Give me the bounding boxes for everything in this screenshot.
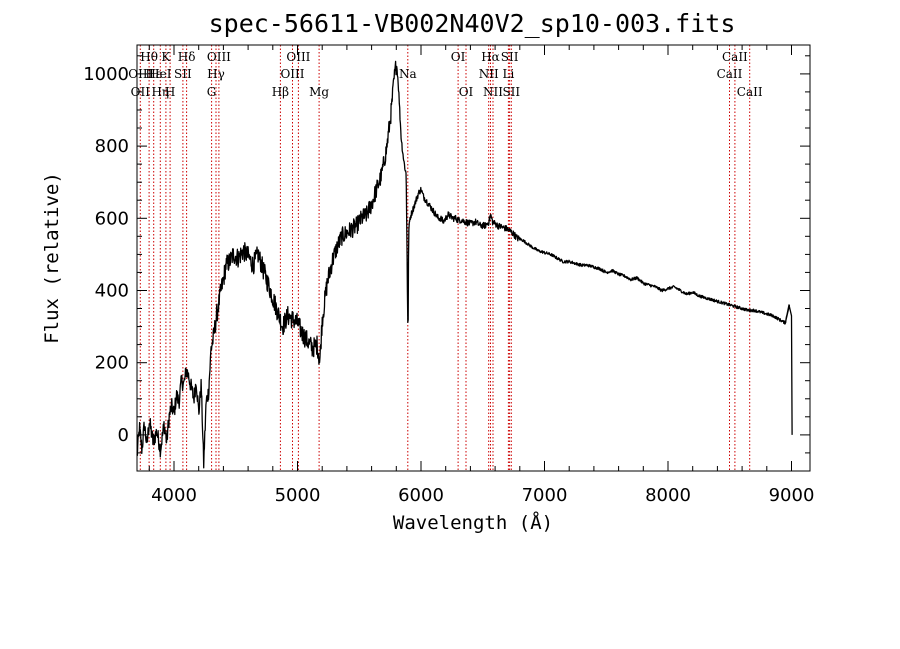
plot-frame	[136, 44, 811, 472]
x-tick-label: 8000	[645, 485, 691, 506]
y-tick-label: 800	[95, 136, 129, 157]
line-label: CaII	[717, 67, 743, 81]
x-tick-label: 4000	[151, 485, 197, 506]
chart-title: spec-56611-VB002N40V2_sp10-003.fits	[209, 9, 736, 38]
line-label: Na	[399, 67, 417, 81]
line-label: Li	[502, 67, 514, 81]
line-label: NII	[483, 85, 503, 99]
line-label: K	[161, 50, 171, 64]
line-label: OIII	[280, 67, 304, 81]
line-label: NII	[479, 67, 499, 81]
line-label: Hη	[151, 85, 169, 99]
y-tick-label: 0	[118, 425, 129, 446]
line-label: Hθ	[140, 50, 158, 64]
y-axis: 0 200 400 600 800 1000	[83, 55, 810, 472]
line-label: Hβ	[272, 85, 289, 99]
y-tick-label: 600	[95, 208, 129, 229]
spectrum-line	[136, 60, 793, 469]
line-label: CaII	[722, 50, 748, 64]
line-label: SII	[501, 50, 519, 64]
line-label: Hε	[145, 67, 162, 81]
line-label: OI	[459, 85, 474, 99]
x-axis: 4000 5000 6000 7000 8000 9000	[148, 45, 815, 506]
x-tick-label: 5000	[275, 485, 321, 506]
line-label: H	[165, 85, 175, 99]
x-tick-label: 9000	[769, 485, 815, 506]
x-tick-label: 6000	[398, 485, 444, 506]
y-tick-label: 400	[95, 281, 129, 302]
line-label: Mg	[309, 85, 329, 99]
line-label: HeI	[149, 67, 172, 81]
line-label: SII	[502, 85, 520, 99]
line-label: Hα	[481, 50, 500, 64]
line-label: OIII	[207, 50, 231, 64]
line-label: SII	[174, 67, 192, 81]
line-label: Hγ	[207, 67, 225, 81]
line-label: Hδ	[178, 50, 196, 64]
y-axis-label: Flux (relative)	[41, 172, 63, 344]
y-tick-label: 1000	[83, 64, 129, 85]
line-label: OI	[451, 50, 466, 64]
line-label: G	[207, 85, 217, 99]
line-label: CaII	[737, 85, 763, 99]
y-tick-label: 200	[95, 353, 129, 374]
line-markers	[139, 45, 751, 471]
x-axis-label: Wavelength (Å)	[393, 511, 553, 534]
x-tick-label: 7000	[522, 485, 568, 506]
line-label: OIII	[286, 50, 310, 64]
